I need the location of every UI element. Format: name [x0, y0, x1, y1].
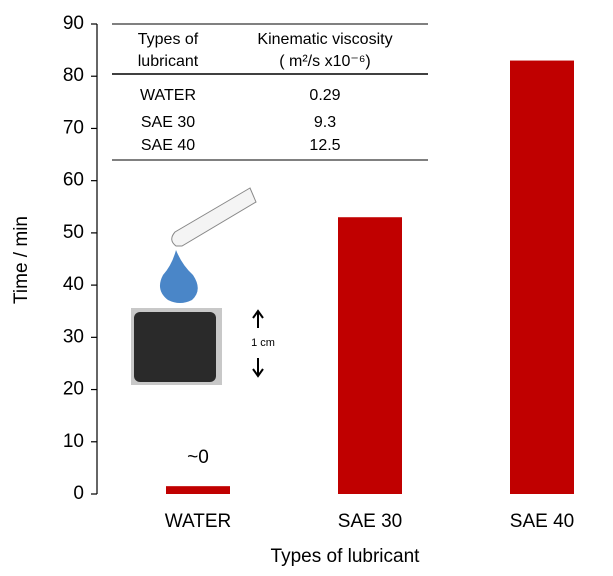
y-tick-label: 90	[63, 13, 84, 34]
x-tick-label: WATER	[165, 511, 232, 532]
table-header: Kinematic viscosity	[257, 31, 392, 48]
annotation: ~0	[187, 447, 209, 468]
bar	[166, 486, 230, 494]
table-header: Types of	[138, 31, 199, 48]
table-cell: WATER	[140, 87, 196, 104]
bar	[510, 60, 574, 495]
table-cell: 12.5	[309, 137, 340, 154]
x-tick-label: SAE 40	[510, 511, 574, 532]
scale-label: 1 cm	[251, 337, 275, 349]
y-tick-label: 40	[63, 274, 84, 295]
y-tick-label: 0	[73, 483, 84, 504]
y-tick-label: 20	[63, 379, 84, 400]
table-cell: 0.29	[309, 87, 340, 104]
x-axis-title: Types of lubricant	[271, 546, 421, 567]
y-axis-title: Time / min	[11, 216, 32, 304]
y-tick-label: 50	[63, 222, 84, 243]
table-cell: SAE 30	[141, 114, 195, 131]
table-header: ( m²/s x10⁻⁶)	[279, 53, 370, 70]
y-tick-label: 10	[63, 431, 84, 452]
table-header: lubricant	[138, 53, 199, 70]
x-tick-label: SAE 30	[338, 511, 402, 532]
table-cell: 9.3	[314, 114, 336, 131]
table-cell: SAE 40	[141, 137, 195, 154]
y-tick-label: 60	[63, 170, 84, 191]
bar	[338, 217, 402, 494]
y-tick-label: 30	[63, 326, 84, 347]
inset-table: Types of lubricant Kinematic viscosity (…	[112, 23, 428, 161]
illustration	[131, 187, 264, 385]
y-tick-label: 70	[63, 117, 84, 138]
y-tick-label: 80	[63, 65, 84, 86]
